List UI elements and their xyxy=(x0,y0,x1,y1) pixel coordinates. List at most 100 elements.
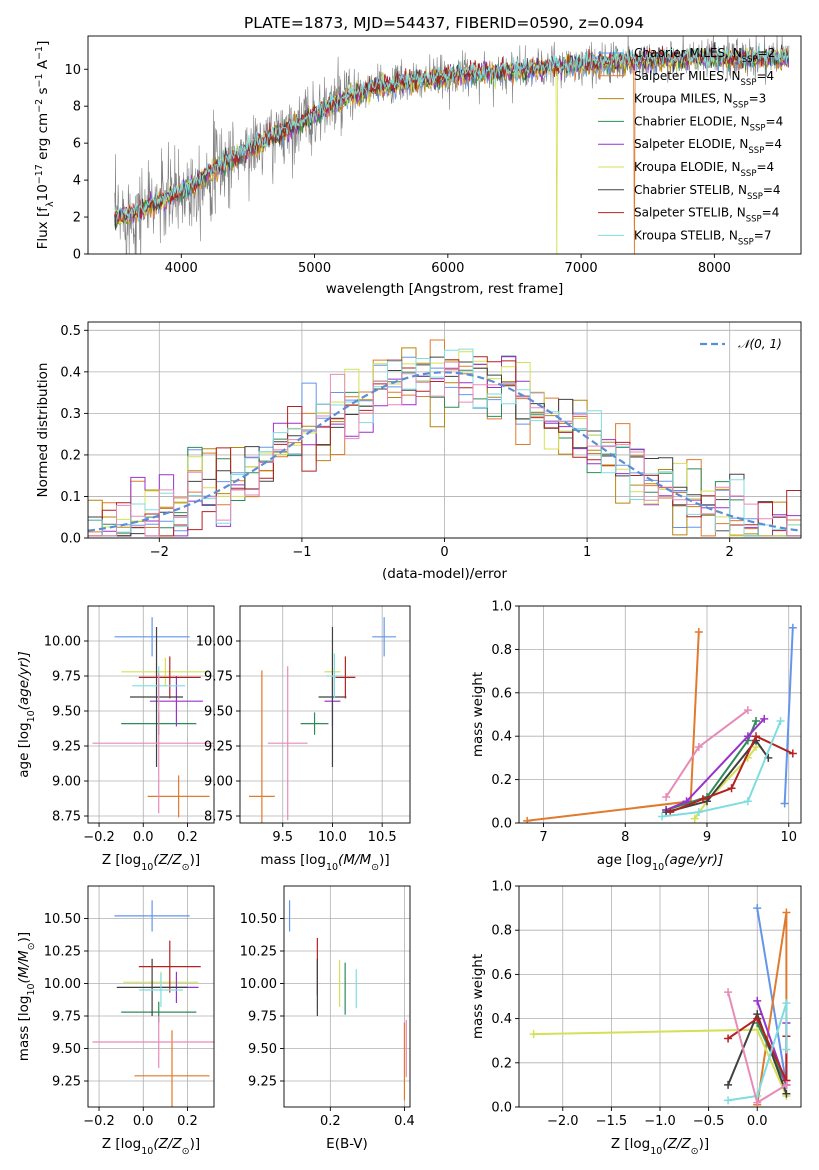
mass_vs_EBV-plot-area xyxy=(288,900,407,1101)
mass-weight-marker xyxy=(694,743,703,752)
mass_vs_EBV-ytick-label: 10.50 xyxy=(240,912,277,927)
residuals-ytick-label: 0.2 xyxy=(60,448,81,463)
mass-weight-marker xyxy=(703,797,711,806)
mass-weight-marker xyxy=(724,1080,733,1089)
spectrum-ytick-label: 0 xyxy=(73,248,81,263)
mass-weight-marker xyxy=(662,792,671,801)
mass_weight_vs_Z-ylabel: mass weight xyxy=(470,954,486,1039)
mass_vs_Z-ytick-label: 9.25 xyxy=(52,1075,81,1090)
age_vs_mass-plot-area xyxy=(248,617,397,823)
model-spectrum-salpeter-stelib xyxy=(114,45,790,223)
mass_weight_vs_age-axes: 7 8 9 10 0.0 0.2 0.4 0.6 0.8 1.0 mass weight age [l… xyxy=(470,600,802,873)
model-spectrum-kroupa-stelib xyxy=(114,42,790,222)
mass_weight_vs_Z-xtick-label: −1.5 xyxy=(596,1114,628,1129)
legend-entry: Chabrier STELIB, NSSP=4 xyxy=(634,183,781,202)
age_vs_Z-xtick-label: 0.2 xyxy=(177,830,198,845)
gaussian-legend-label: 𝒩(0, 1) xyxy=(738,337,782,351)
age_vs_mass-ytick-label: 9.00 xyxy=(204,775,233,790)
mass_vs_Z-axes: −0.2 0.0 0.2 9.25 9.50 9.75 10.00 10.25 10.50 Z [… xyxy=(16,885,215,1157)
age_vs_mass-ytick-label: 9.25 xyxy=(204,740,233,755)
residuals-ytick-label: 0.5 xyxy=(60,324,81,339)
mass_weight_vs_age-ytick-label: 0.0 xyxy=(491,817,512,832)
spectrum-xtick-label: 7000 xyxy=(565,261,598,276)
mass_weight_vs_age-ytick-label: 0.6 xyxy=(491,686,512,701)
mass_weight_vs_Z-ytick-label: 0.2 xyxy=(491,1056,512,1071)
spectrum-xtick-label: 4000 xyxy=(165,261,198,276)
age_vs_mass-xlabel: mass [log10(M/M⊙)] xyxy=(260,852,389,873)
age_vs_mass-xtick-label: 9.5 xyxy=(272,830,293,845)
residuals-ytick-label: 0.4 xyxy=(60,365,81,380)
mass_weight_vs_Z-xtick-label: −0.5 xyxy=(693,1114,725,1129)
mass-weight-marker xyxy=(753,904,762,913)
mass-weight-marker xyxy=(690,814,699,823)
mass_vs_Z-ytick-label: 10.25 xyxy=(44,945,81,960)
age_vs_mass-ytick-label: 9.50 xyxy=(204,705,233,720)
residuals-xtick-label: −2 xyxy=(150,545,169,560)
mass-weight-marker xyxy=(682,797,691,806)
residuals-xlabel: (data-model)/error xyxy=(382,566,508,582)
mass_weight_vs_age-plot-area xyxy=(523,623,797,823)
mass-weight-marker xyxy=(658,812,667,821)
mass_weight_vs_Z-xlabel: Z [log10(Z/Z⊙)] xyxy=(611,1136,709,1157)
mass_weight_vs_Z-plot-area xyxy=(529,904,791,1107)
legend-entry: Chabrier MILES, NSSP=2 xyxy=(634,46,775,65)
mass-weight-line-chabrier-miles xyxy=(756,907,788,1086)
mass-weight-marker xyxy=(753,1098,762,1107)
mass-weight-marker xyxy=(724,1096,733,1105)
mass-weight-marker xyxy=(694,808,703,817)
mass_weight_vs_age-xtick-label: 9 xyxy=(703,830,711,845)
mass-weight-line-kroupa-stelib xyxy=(661,720,782,818)
age-vs-z-ylabel: age [log10(age/yr)] xyxy=(16,651,37,777)
mass-weight-marker xyxy=(760,714,769,723)
spectrum-ytick-label: 6 xyxy=(73,137,81,152)
mass_weight_vs_age-ylabel: mass weight xyxy=(470,672,486,757)
legend-entry: Salpeter MILES, NSSP=4 xyxy=(634,69,774,88)
age_vs_Z-frame xyxy=(87,605,215,824)
spectrum-xtick-label: 8000 xyxy=(698,261,731,276)
residuals-xtick-label: 1 xyxy=(583,545,591,560)
age_vs_mass-ytick-label: 9.75 xyxy=(204,670,233,685)
mass-weight-marker xyxy=(753,1014,762,1023)
mass-weight-marker xyxy=(743,797,752,806)
residuals-plot-area xyxy=(88,339,801,537)
age_vs_Z-ytick-label: 8.75 xyxy=(52,810,81,825)
mass_weight_vs_Z-ytick-label: 0.8 xyxy=(491,924,512,939)
age_vs_Z-xlabel: Z [log10(Z/Z⊙)] xyxy=(102,852,200,873)
mass-weight-marker xyxy=(782,1089,791,1098)
age_vs_Z-axes: −0.2 0.0 0.2 8.75 9.00 9.25 9.50 9.75 10.00 Z [lo… xyxy=(16,605,215,873)
mass-weight-marker xyxy=(753,996,762,1005)
mass-weight-marker xyxy=(752,717,761,726)
age_vs_Z-plot-area xyxy=(92,617,214,818)
mass_vs_EBV-frame xyxy=(283,885,411,1108)
mass_vs_Z-plot-area xyxy=(92,900,214,1107)
mass-weight-line-chabrier-miles xyxy=(783,627,794,804)
age_vs_mass-xtick-label: 10.0 xyxy=(318,830,347,845)
age_vs_Z-ytick-label: 9.25 xyxy=(52,740,81,755)
mass_vs_Z-ytick-label: 10.50 xyxy=(44,912,81,927)
mass_vs_Z-xtick-label: 0.0 xyxy=(133,1114,154,1129)
mass-weight-marker xyxy=(782,1080,791,1089)
spectrum-legend: Chabrier MILES, NSSP=2 Salpeter MILES, NS… xyxy=(598,46,783,247)
mass-weight-marker xyxy=(782,1045,791,1054)
spectrum-ytick-label: 2 xyxy=(73,211,81,226)
mass-weight-marker xyxy=(698,795,707,804)
mass_vs_EBV-ytick-label: 9.25 xyxy=(248,1075,277,1090)
mass-weight-marker xyxy=(724,1034,733,1043)
mass_weight_vs_age-frame xyxy=(518,605,802,824)
mass_weight_vs_Z-ytick-label: 0.6 xyxy=(491,968,512,983)
mass-weight-marker xyxy=(776,717,785,726)
mass_vs_EBV-axes: 0.2 0.4 9.25 9.50 9.75 10.00 10.25 10.50 E(B-V) xyxy=(240,885,415,1152)
spectrum-ytick-label: 8 xyxy=(73,100,81,115)
mass-weight-marker xyxy=(782,908,791,917)
residuals-ytick-label: 0.1 xyxy=(60,490,81,505)
mass_weight_vs_Z-ytick-label: 0.0 xyxy=(491,1101,512,1116)
legend-entry: Kroupa STELIB, NSSP=7 xyxy=(634,228,772,247)
residuals-ytick-label: 0.0 xyxy=(60,532,81,547)
mass-weight-marker xyxy=(724,988,733,997)
mass-weight-marker xyxy=(727,784,736,793)
age_vs_Z-ytick-label: 9.50 xyxy=(52,705,81,720)
age_vs_mass-axes: 9.5 10.0 10.5 8.75 9.00 9.25 9.50 9.75 10.00 mass… xyxy=(196,605,411,873)
residuals-ylabel: Normed distribution xyxy=(35,363,51,498)
gaussian-curve xyxy=(88,371,801,532)
spectrum-ylabel: Flux [fλ10−17 erg cm−2 s−1 A−1] xyxy=(34,41,56,250)
